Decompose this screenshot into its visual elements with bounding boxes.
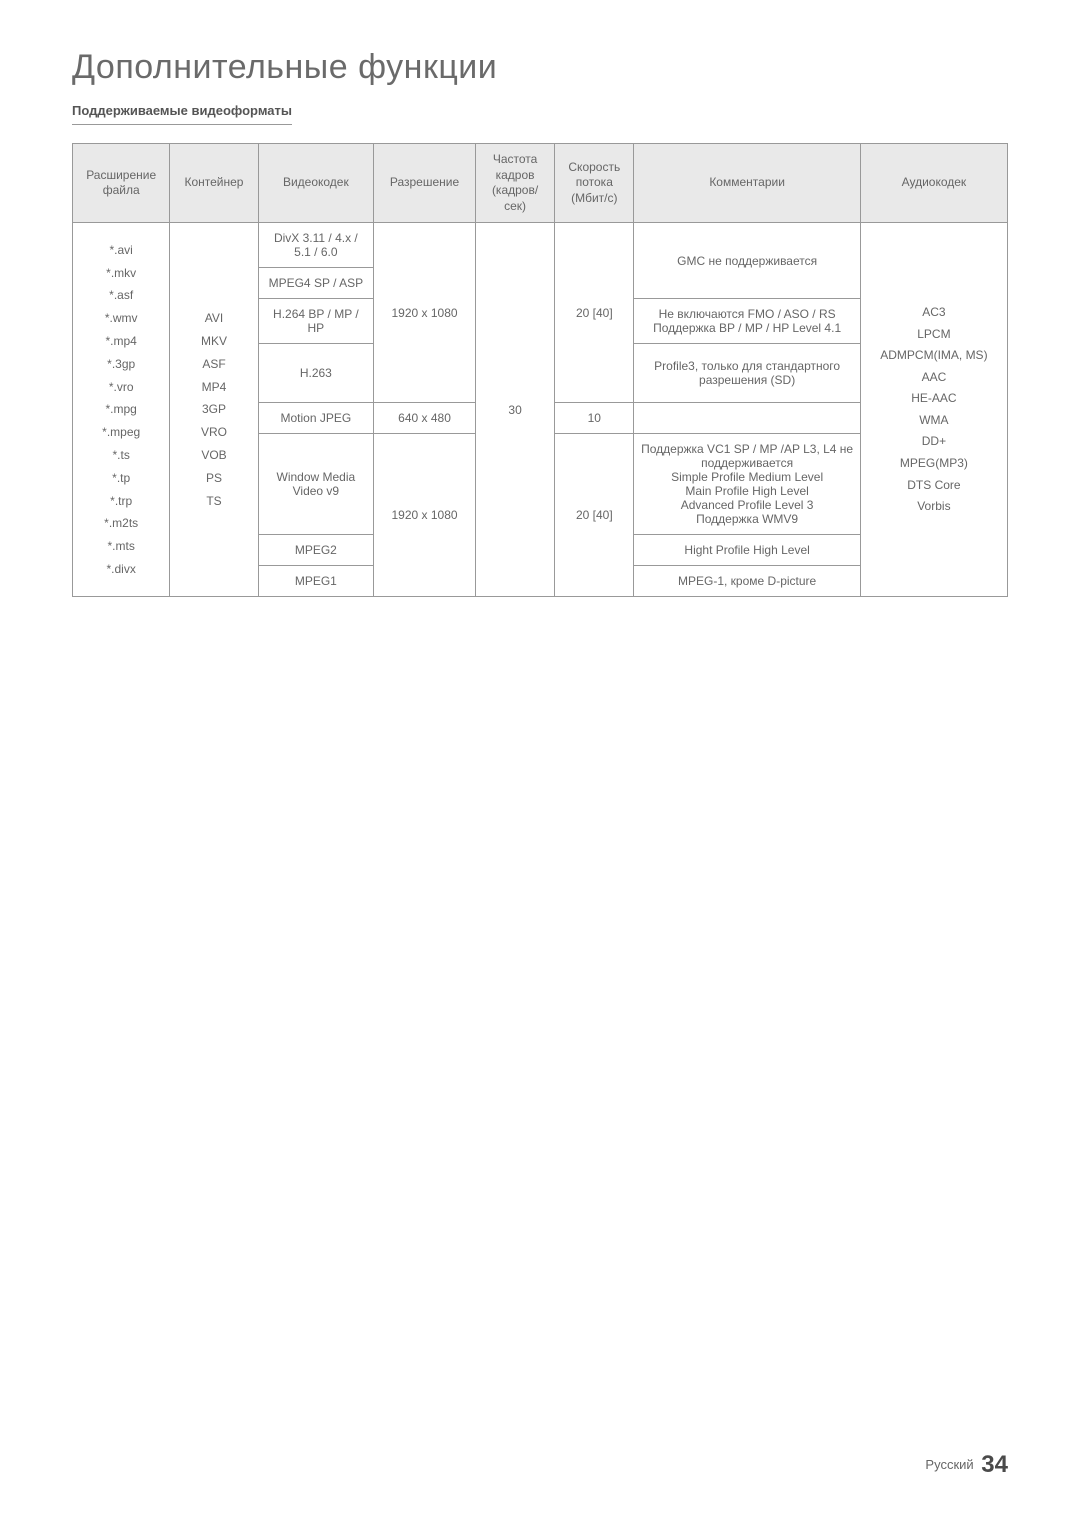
- cell-extensions: *.avi *.mkv *.asf *.wmv *.mp4 *.3gp *.vr…: [73, 223, 170, 597]
- cell-comment-4: [634, 403, 860, 434]
- cell-bitrate-2: 10: [555, 403, 634, 434]
- footer-label: Русский: [925, 1457, 973, 1472]
- cell-comment-3: Profile3, только для стандартного разреш…: [634, 344, 860, 403]
- cell-acodec: AC3 LPCM ADMPCM(IMA, MS) AAC HE-AAC WMA …: [860, 223, 1007, 597]
- cell-vcodec-mjpeg: Motion JPEG: [258, 403, 373, 434]
- page-footer: Русский 34: [925, 1451, 1008, 1479]
- cell-res-2: 640 x 480: [374, 403, 476, 434]
- cell-fps: 30: [475, 223, 554, 597]
- cell-comment-2: Не включаются FMO / ASO / RS Поддержка B…: [634, 299, 860, 344]
- header-extension: Расширение файла: [73, 144, 170, 223]
- header-bitrate: Скорость потока (Мбит/с): [555, 144, 634, 223]
- cell-vcodec-mpeg4sp: MPEG4 SP / ASP: [258, 268, 373, 299]
- header-resolution: Разрешение: [374, 144, 476, 223]
- cell-comment-7: MPEG-1, кроме D-picture: [634, 566, 860, 597]
- cell-comment-6: Hight Profile High Level: [634, 535, 860, 566]
- cell-vcodec-mpeg2: MPEG2: [258, 535, 373, 566]
- page-number: 34: [981, 1451, 1008, 1478]
- table-header-row: Расширение файла Контейнер Видеокодек Ра…: [73, 144, 1008, 223]
- cell-vcodec-divx: DivX 3.11 / 4.x / 5.1 / 6.0: [258, 223, 373, 268]
- cell-bitrate-1: 20 [40]: [555, 223, 634, 403]
- header-vcodec: Видеокодек: [258, 144, 373, 223]
- cell-vcodec-mpeg1: MPEG1: [258, 566, 373, 597]
- section-subtitle: Поддерживаемые видеоформаты: [72, 103, 1008, 118]
- page-title: Дополнительные функции: [72, 48, 1008, 87]
- cell-vcodec-h263: H.263: [258, 344, 373, 403]
- cell-comment-1: GMC не поддерживается: [634, 223, 860, 299]
- cell-vcodec-h264: H.264 BP / MP / HP: [258, 299, 373, 344]
- header-fps: Частота кадров (кадров/сек): [475, 144, 554, 223]
- subtitle-underline: [72, 124, 292, 125]
- cell-comment-5: Поддержка VC1 SP / MP /AP L3, L4 не подд…: [634, 434, 860, 535]
- header-comments: Комментарии: [634, 144, 860, 223]
- cell-vcodec-wmv: Window Media Video v9: [258, 434, 373, 535]
- cell-res-1: 1920 x 1080: [374, 223, 476, 403]
- cell-res-3: 1920 x 1080: [374, 434, 476, 597]
- cell-bitrate-3: 20 [40]: [555, 434, 634, 597]
- video-formats-table: Расширение файла Контейнер Видеокодек Ра…: [72, 143, 1008, 597]
- cell-container: AVI MKV ASF MP4 3GP VRO VOB PS TS: [170, 223, 258, 597]
- header-acodec: Аудиокодек: [860, 144, 1007, 223]
- header-container: Контейнер: [170, 144, 258, 223]
- table-row: *.avi *.mkv *.asf *.wmv *.mp4 *.3gp *.vr…: [73, 223, 1008, 268]
